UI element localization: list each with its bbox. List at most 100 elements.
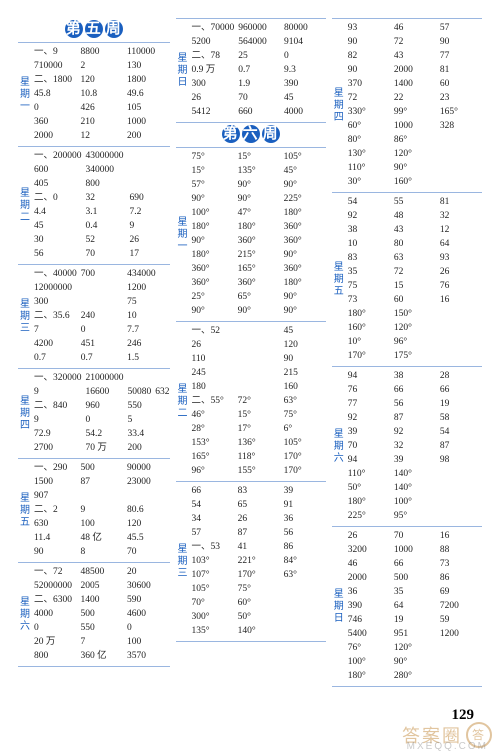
data-cell: 57: [440, 22, 482, 35]
data-cell: 87: [440, 440, 482, 453]
data-cell: 153°: [192, 437, 234, 450]
data-cell: 65: [238, 499, 280, 512]
data-cell: 451: [81, 338, 123, 351]
data-cell: 20 万: [34, 636, 77, 649]
data-grid: 一、72485002052000000200530600二、6300140059…: [32, 566, 170, 663]
data-cell: 54: [348, 196, 390, 209]
day-block: 星期五5455819248323843121080648363933572267…: [332, 192, 482, 366]
data-cell: 170°: [284, 465, 326, 478]
column-2: 星期日一、700009600008000052005640009104二、782…: [176, 18, 326, 687]
data-grid: 一、2905009000015008723000907二、2980.663010…: [32, 462, 170, 559]
data-cell: 二、35.6: [34, 310, 77, 323]
data-cell: 70: [394, 530, 436, 543]
data-cell: 60°: [238, 597, 280, 610]
data-cell: [81, 282, 123, 295]
data-cell: 240: [81, 310, 123, 323]
data-cell: [284, 597, 326, 610]
data-cell: 66: [440, 384, 482, 397]
data-cell: 2700: [34, 442, 82, 455]
data-grid: 2670163200100088466673200050086363569390…: [346, 530, 482, 683]
data-cell: 86: [284, 541, 326, 554]
data-cell: 17°: [238, 423, 280, 436]
data-cell: 65°: [238, 291, 280, 304]
data-cell: 8: [81, 546, 124, 559]
data-cell: 81: [440, 64, 482, 77]
data-cell: 90°: [394, 162, 436, 175]
day-block: 星期六一、72485002052000000200530600二、6300140…: [18, 562, 170, 667]
data-cell: 165°: [440, 106, 482, 119]
data-cell: 165°: [238, 263, 280, 276]
data-cell: 96°: [394, 336, 436, 349]
data-cell: [440, 468, 482, 481]
data-cell: 160°: [348, 322, 390, 335]
data-cell: 12: [440, 224, 482, 237]
day-label: 星期六: [332, 370, 346, 523]
data-cell: 90: [440, 36, 482, 49]
data-cell: 180°: [348, 670, 390, 683]
data-cell: 54.2: [86, 428, 124, 441]
data-cell: 75°: [238, 583, 280, 596]
data-cell: 39: [348, 426, 390, 439]
col3-blocks: 星期四9346579072908243779020008137014006072…: [332, 18, 482, 687]
data-cell: 54: [440, 426, 482, 439]
data-cell: 38: [394, 370, 436, 383]
data-cell: 7.2: [130, 206, 170, 219]
data-cell: 100°: [348, 656, 390, 669]
data-cell: 二、78: [192, 50, 235, 63]
data-cell: 5: [128, 414, 152, 427]
day-label: 星期五: [332, 196, 346, 363]
data-cell: 一、53: [192, 541, 234, 554]
watermark-url: MXEQQ.COM: [407, 741, 488, 752]
data-cell: 632: [155, 386, 169, 399]
data-cell: 370: [348, 78, 390, 91]
data-cell: 5400: [348, 628, 390, 641]
data-cell: [127, 490, 170, 503]
column-1: 第 五 周 星期一一、988001100007100002130二、180012…: [18, 18, 170, 687]
data-cell: 二、6300: [34, 594, 77, 607]
data-cell: 16: [440, 294, 482, 307]
data-cell: [440, 308, 482, 321]
data-cell: 800: [34, 650, 77, 663]
data-cell: 36: [348, 586, 390, 599]
data-cell: 360°: [192, 263, 234, 276]
data-cell: 66: [192, 485, 234, 498]
data-cell: 90°: [192, 193, 234, 206]
data-grid: 一、700009600008000052005640009104二、782500…: [190, 22, 326, 119]
day-label: 星期四: [332, 22, 346, 189]
data-cell: 2000: [34, 130, 77, 143]
data-grid: 一、20000043000000600340000405800二、0326904…: [32, 150, 170, 261]
data-cell: 0: [34, 102, 77, 115]
data-cell: 16: [440, 530, 482, 543]
data-cell: 50080: [128, 386, 152, 399]
data-cell: 390: [348, 600, 390, 613]
data-cell: 100: [127, 636, 170, 649]
data-cell: 70: [86, 248, 126, 261]
day-block: 星期二一、52452612011090245215180160二、55°72°6…: [176, 321, 326, 481]
data-cell: 94: [348, 454, 390, 467]
data-cell: 405: [34, 178, 82, 191]
data-cell: 46°: [192, 409, 234, 422]
data-cell: 43000000: [86, 150, 126, 163]
data-cell: 52000000: [34, 580, 77, 593]
day-block: 星期六9438287666667756199287583992547032879…: [332, 366, 482, 526]
data-cell: 15°: [238, 409, 280, 422]
day-block: 星期一一、988001100007100002130二、180012018004…: [18, 42, 170, 146]
data-cell: 150°: [394, 308, 436, 321]
data-cell: [155, 372, 169, 385]
data-cell: 180°: [192, 221, 234, 234]
data-cell: 0: [81, 324, 123, 337]
data-cell: 180°: [284, 207, 326, 220]
data-cell: 140°: [238, 625, 280, 638]
day-label: 星期四: [18, 372, 32, 455]
data-cell: 1200: [127, 282, 169, 295]
data-cell: 110000: [127, 46, 170, 59]
data-cell: 76: [348, 384, 390, 397]
data-cell: 83: [238, 485, 280, 498]
data-cell: 86: [440, 572, 482, 585]
data-cell: 80°: [348, 134, 390, 147]
data-cell: 32: [86, 192, 126, 205]
data-cell: 一、200000: [34, 150, 82, 163]
data-cell: 360 亿: [81, 650, 124, 663]
data-cell: 90°: [238, 179, 280, 192]
col2-top: 星期日一、700009600008000052005640009104二、782…: [176, 18, 326, 123]
